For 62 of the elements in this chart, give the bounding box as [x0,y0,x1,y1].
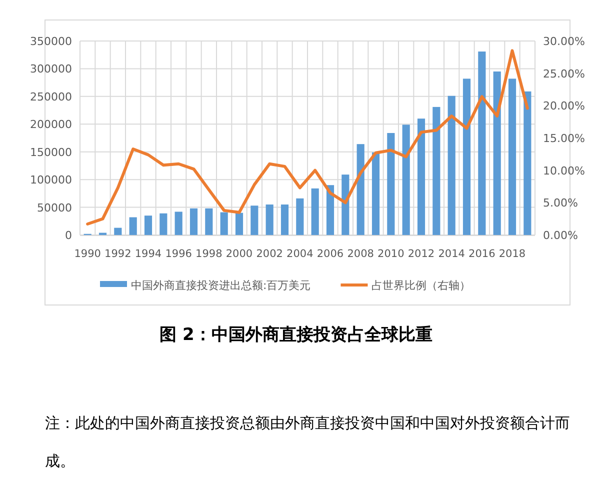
legend-label: 中国外商直接投资进出总额:百万美元 [131,279,311,292]
x-tick-label: 2010 [378,248,404,260]
y2-tick-label: 0.00% [543,229,578,242]
x-tick-label: 1990 [74,248,101,260]
x-tick-label: 1996 [165,248,192,260]
bar [387,133,395,235]
y2-tick-label: 25.00% [543,67,585,80]
x-tick-label: 2014 [438,248,466,260]
bar [160,213,168,235]
x-tick-label: 1992 [104,248,132,260]
bar [462,78,471,235]
bar [311,188,319,235]
y-tick-label: 150000 [30,146,72,159]
bar [190,208,198,235]
bar [478,52,486,235]
x-tick-label: 1994 [134,248,162,260]
text: 图 2：中国外商直接投资占全球比重 [160,325,432,345]
x-tick-label: 1998 [196,248,222,260]
bar [266,204,274,235]
bar [220,212,228,235]
bar [296,198,304,235]
bar [448,96,456,235]
bar [402,124,410,235]
x-tick-label: 2016 [468,248,496,260]
bar [417,118,426,235]
x-tick-label: 2008 [347,248,374,260]
bar [493,71,501,235]
y-tick-label: 250000 [30,90,72,104]
y2-tick-label: 5.00% [543,196,578,210]
bar [432,106,440,235]
bar [280,204,289,235]
bar [326,185,334,235]
bar [144,216,152,235]
y-tick-label: 0 [65,229,72,242]
x-tick-label: 2000 [226,248,253,260]
y2-tick-label: 10.00% [543,164,585,178]
bar [129,217,137,235]
y-tick-label: 50000 [37,201,72,214]
y-tick-label: 350000 [30,35,72,48]
x-tick-label: 2006 [316,248,344,260]
legend-label: 占世界比例（右轴） [372,279,471,292]
bar [250,206,258,235]
y2-tick-label: 15.00% [543,132,585,145]
bar [372,152,380,235]
y-tick-label: 300000 [30,62,72,76]
bar [524,91,532,235]
y2-tick-label: 30.00% [543,35,585,48]
y-tick-label: 100000 [30,174,72,187]
bar [508,78,516,235]
x-tick-label: 2012 [408,248,435,260]
bar [356,144,364,235]
bar [114,228,122,235]
x-tick-label: 2002 [256,248,283,260]
text: 注：此处的中国外商直接投资总额由外商直接投资中国和中国对外投资额合计而成。 [45,414,570,470]
x-tick-label: 2004 [286,248,314,260]
bar [174,212,182,235]
bar [205,208,213,235]
y-tick-label: 200000 [30,118,72,132]
bar [342,174,350,235]
bar [235,212,244,235]
x-tick-label: 2018 [498,248,526,260]
y2-tick-label: 20.00% [543,100,585,113]
